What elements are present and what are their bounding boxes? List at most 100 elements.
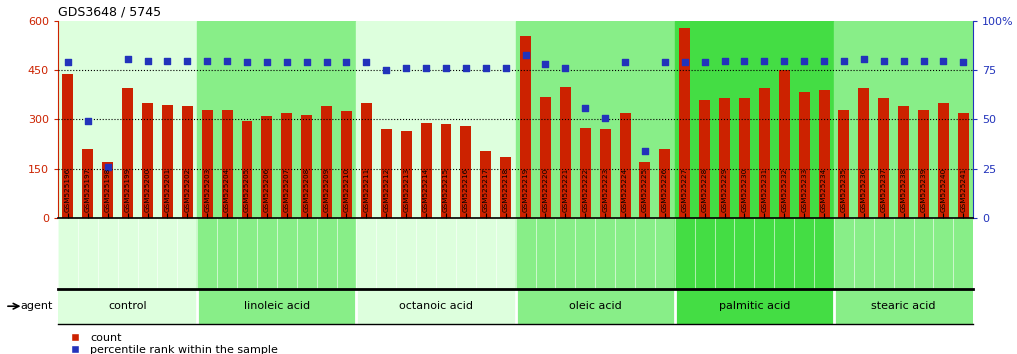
Point xyxy=(637,148,653,154)
Point xyxy=(776,58,792,63)
Bar xyxy=(516,289,675,324)
Point xyxy=(915,58,932,63)
Bar xyxy=(301,115,312,218)
Point xyxy=(299,60,315,65)
Bar xyxy=(798,92,810,218)
Text: linoleic acid: linoleic acid xyxy=(244,301,310,311)
Point xyxy=(339,60,355,65)
Bar xyxy=(356,21,516,218)
Point xyxy=(757,58,773,63)
Bar xyxy=(898,106,909,218)
Bar xyxy=(759,88,770,218)
Bar xyxy=(619,113,631,218)
Bar xyxy=(675,289,834,324)
Bar xyxy=(640,162,651,218)
Bar xyxy=(361,103,372,218)
Text: GDS3648 / 5745: GDS3648 / 5745 xyxy=(58,6,161,19)
Bar xyxy=(380,129,392,218)
Bar xyxy=(838,110,849,218)
Point xyxy=(458,65,474,71)
Point xyxy=(318,60,335,65)
Point xyxy=(478,65,494,71)
Bar xyxy=(222,110,233,218)
Bar xyxy=(834,289,973,324)
Bar xyxy=(675,21,834,218)
Legend: count, percentile rank within the sample: count, percentile rank within the sample xyxy=(63,333,278,354)
Bar xyxy=(282,113,292,218)
Point xyxy=(836,58,852,63)
Bar xyxy=(719,98,730,218)
Bar xyxy=(182,106,193,218)
Point xyxy=(617,60,634,65)
Bar xyxy=(421,123,431,218)
Point xyxy=(855,56,872,61)
Bar xyxy=(356,218,516,289)
Bar xyxy=(356,289,516,324)
Bar xyxy=(82,149,94,218)
Bar xyxy=(739,98,750,218)
Bar xyxy=(520,36,531,218)
Point xyxy=(279,60,295,65)
Bar xyxy=(261,116,273,218)
Bar xyxy=(918,110,929,218)
Bar xyxy=(834,218,973,289)
Bar xyxy=(500,157,512,218)
Point xyxy=(955,60,971,65)
Bar xyxy=(142,103,153,218)
Bar xyxy=(122,88,133,218)
Point xyxy=(697,60,713,65)
Bar xyxy=(659,149,670,218)
Text: oleic acid: oleic acid xyxy=(569,301,621,311)
Bar xyxy=(516,21,675,218)
Bar xyxy=(958,113,969,218)
Point xyxy=(816,58,832,63)
Bar xyxy=(58,289,197,324)
Point xyxy=(736,58,753,63)
Bar xyxy=(62,74,73,218)
Point xyxy=(418,65,434,71)
Bar xyxy=(540,97,551,218)
Bar xyxy=(675,218,834,289)
Point xyxy=(79,119,96,124)
Point xyxy=(378,68,395,73)
Point xyxy=(219,58,235,63)
Bar xyxy=(241,121,252,218)
Bar xyxy=(679,28,691,218)
Bar xyxy=(162,105,173,218)
Point xyxy=(398,65,414,71)
Point xyxy=(936,58,952,63)
Point xyxy=(258,60,275,65)
Bar xyxy=(321,106,333,218)
Text: control: control xyxy=(108,301,146,311)
Point xyxy=(497,65,514,71)
Bar xyxy=(440,124,452,218)
Point xyxy=(796,58,813,63)
Bar xyxy=(580,128,591,218)
Bar xyxy=(699,100,710,218)
Bar xyxy=(461,126,471,218)
Bar xyxy=(819,90,830,218)
Bar xyxy=(938,103,949,218)
Point xyxy=(557,65,574,71)
Bar xyxy=(341,111,352,218)
Bar xyxy=(560,87,571,218)
Point xyxy=(896,58,912,63)
Bar xyxy=(58,218,197,289)
Bar xyxy=(197,218,356,289)
Bar xyxy=(879,98,889,218)
Point xyxy=(597,115,613,120)
Point xyxy=(139,58,156,63)
Bar xyxy=(600,129,610,218)
Point xyxy=(60,60,76,65)
Point xyxy=(100,164,116,170)
Bar xyxy=(858,88,870,218)
Bar xyxy=(197,21,356,218)
Point xyxy=(518,52,534,57)
Point xyxy=(438,65,455,71)
Point xyxy=(676,60,693,65)
Point xyxy=(239,60,255,65)
Point xyxy=(716,58,732,63)
Point xyxy=(179,58,195,63)
Bar xyxy=(834,21,973,218)
Bar xyxy=(201,110,213,218)
